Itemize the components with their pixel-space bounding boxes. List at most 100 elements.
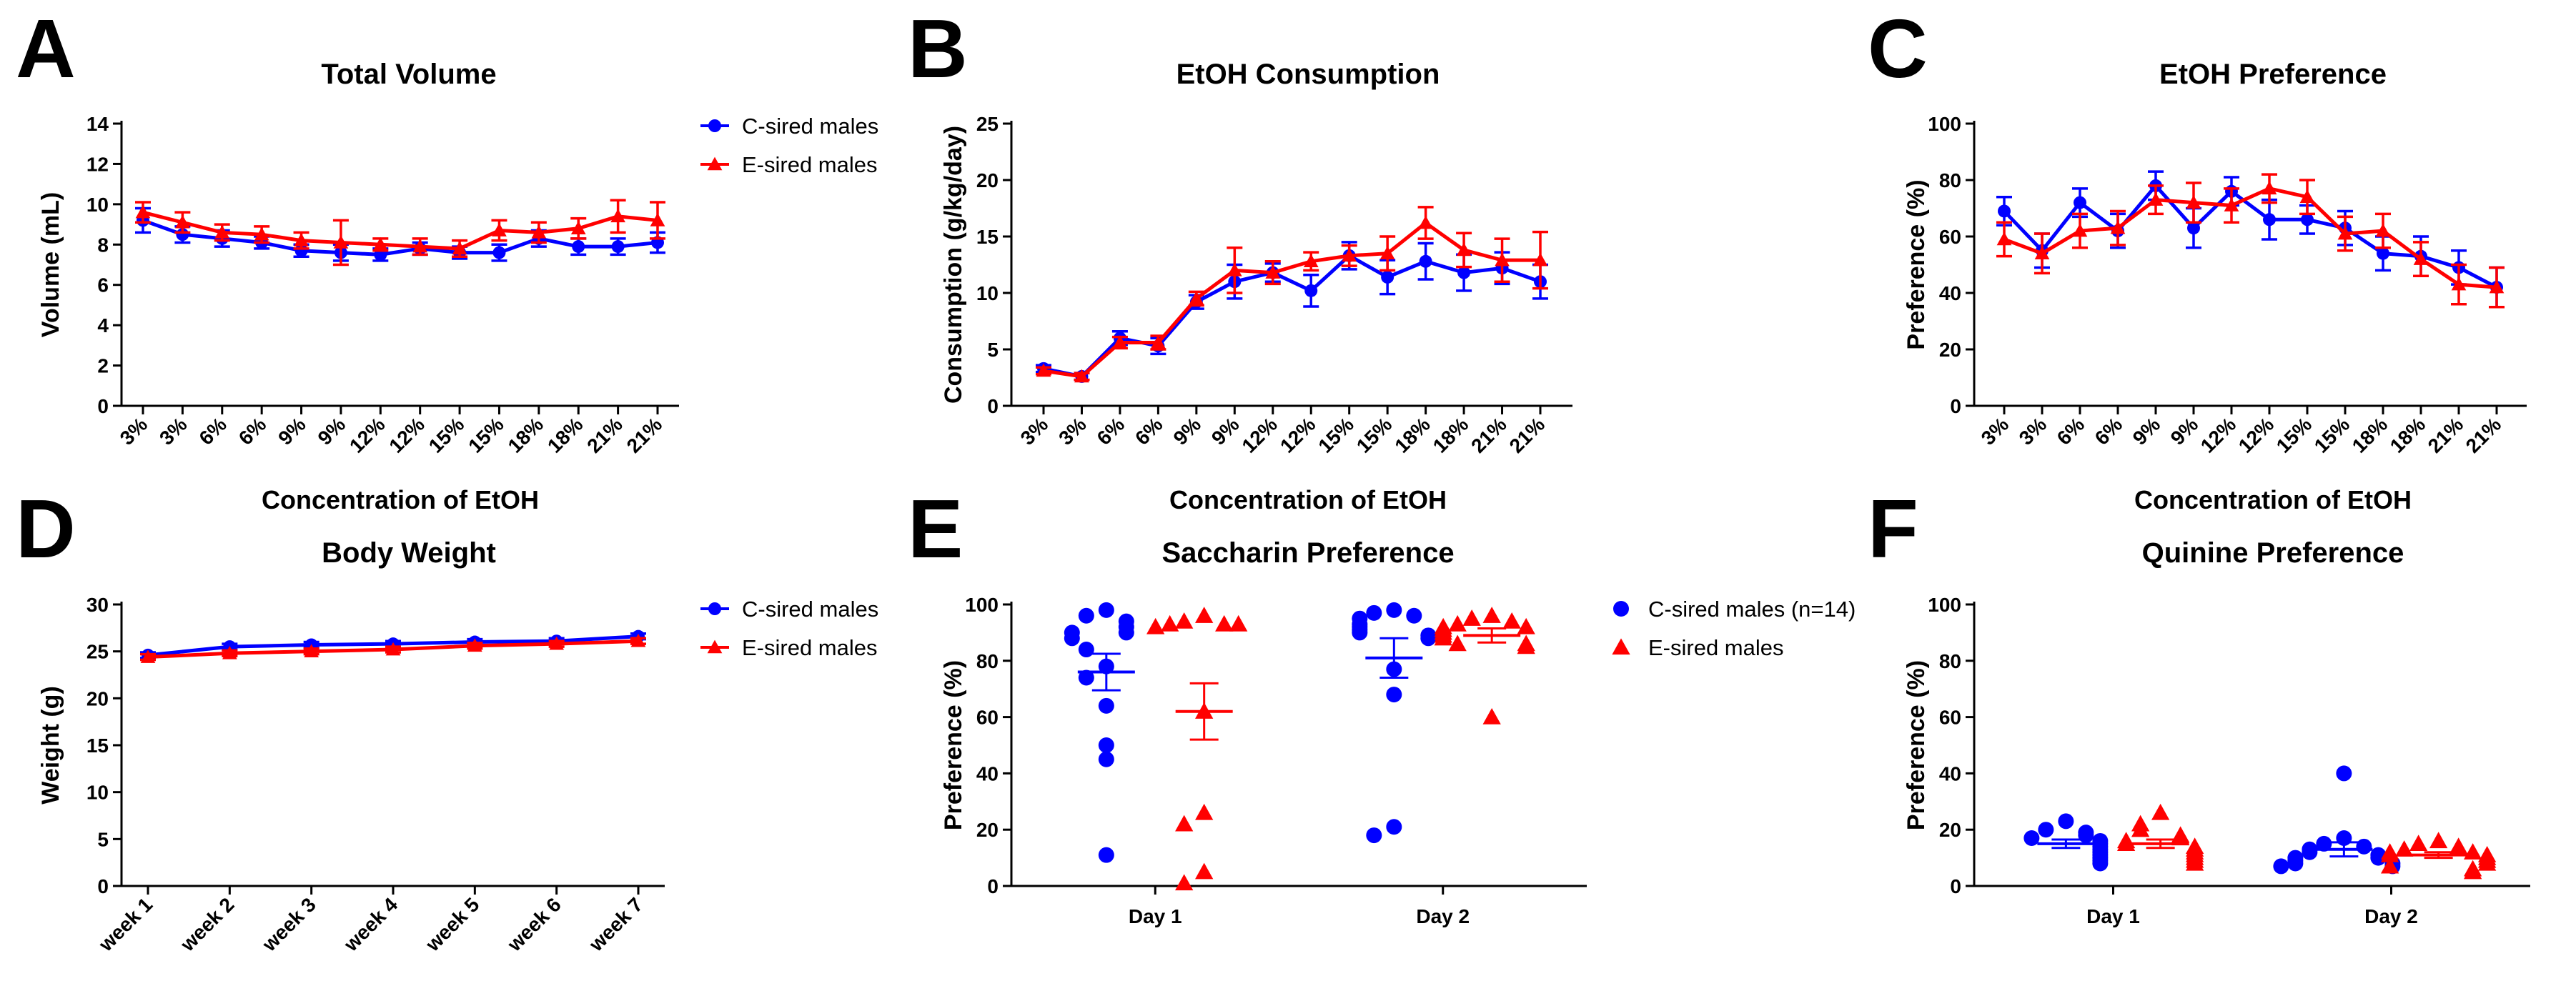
series-line <box>142 219 658 257</box>
data-point <box>2131 820 2150 837</box>
x-tick-label: 9% <box>1207 413 1244 449</box>
data-point <box>2078 827 2094 844</box>
x-tick-label: 15% <box>1314 413 1358 457</box>
legend-label: C-sired males <box>742 597 878 622</box>
data-point <box>2299 189 2315 203</box>
x-tick-label: 18% <box>543 413 588 457</box>
data-point <box>1304 284 1318 297</box>
group-day-1-c-sired <box>1064 602 1135 863</box>
panel-letter: B <box>908 2 968 95</box>
x-tick-label: 15% <box>2272 413 2317 457</box>
data-point <box>1112 335 1128 349</box>
data-point <box>2316 835 2332 852</box>
series-e-sired-males <box>135 199 665 267</box>
y-tick-label: 5 <box>987 339 999 361</box>
y-tick-label: 100 <box>1928 113 1961 135</box>
y-tick-label: 0 <box>1950 875 1961 897</box>
y-tick-label: 30 <box>86 594 109 616</box>
data-point <box>2463 843 2482 860</box>
data-point <box>2449 837 2468 854</box>
data-point <box>2072 223 2088 237</box>
data-point <box>1448 614 1467 632</box>
x-tick-label: 15% <box>425 413 469 457</box>
x-tick-label: 12% <box>2196 413 2241 457</box>
x-tick-label: 9% <box>1169 413 1206 449</box>
y-tick-label: 10 <box>86 194 109 216</box>
legend-label: E-sired males <box>742 152 878 177</box>
y-tick-label: 100 <box>1928 594 1961 616</box>
data-point <box>2336 765 2352 782</box>
series-line <box>1043 253 1541 379</box>
x-tick-label: Day 1 <box>1129 905 1182 927</box>
data-point <box>1151 335 1166 349</box>
x-tick-label: week 7 <box>585 893 648 956</box>
data-point <box>1098 751 1114 767</box>
x-tick-label: Day 2 <box>2364 905 2418 927</box>
data-point <box>492 223 507 236</box>
y-tick-label: 14 <box>86 113 109 135</box>
y-tick-label: 20 <box>1939 819 1961 841</box>
x-tick-label: 9% <box>2129 413 2165 449</box>
x-tick-label: Day 1 <box>2086 905 2140 927</box>
x-axis-label: Concentration of EtOH <box>1169 485 1447 514</box>
data-point <box>2185 854 2204 871</box>
panel-letter: E <box>908 482 963 575</box>
legend-marker <box>1612 638 1630 655</box>
x-tick-label: 21% <box>583 413 627 457</box>
legend-label: E-sired males <box>1648 635 1784 660</box>
x-tick-label: 3% <box>1016 413 1053 449</box>
data-point <box>1098 847 1114 863</box>
data-point <box>1517 637 1535 654</box>
series-e-sired-males <box>1036 206 1548 383</box>
y-tick-label: 40 <box>1939 762 1961 785</box>
data-point <box>572 240 585 254</box>
x-tick-label: 9% <box>2166 413 2203 449</box>
data-point <box>1118 624 1134 641</box>
y-axis-label: Preference (%) <box>1903 660 1930 830</box>
x-tick-label: week 6 <box>502 893 565 956</box>
group-day-2-c-sired <box>2273 765 2401 875</box>
data-point <box>2377 247 2389 260</box>
data-point <box>2116 835 2136 852</box>
y-tick-label: 12 <box>86 153 109 175</box>
data-point <box>1996 231 2012 246</box>
x-tick-label: 3% <box>1054 413 1091 449</box>
data-point <box>1098 697 1114 714</box>
y-tick-label: 15 <box>976 226 999 248</box>
data-point <box>1175 612 1194 629</box>
data-point <box>1215 614 1234 632</box>
x-tick-label: 6% <box>1093 413 1129 449</box>
data-point <box>549 636 565 650</box>
chart-title: Body Weight <box>322 537 496 569</box>
data-point <box>2463 862 2482 880</box>
x-tick-label: 6% <box>234 413 271 449</box>
x-tick-label: week 5 <box>421 893 484 956</box>
y-tick-label: 25 <box>976 113 999 135</box>
x-tick-label: 18% <box>2386 413 2430 457</box>
x-tick-label: 3% <box>2015 413 2051 449</box>
chart-b: B EtOH Consumption 0 5 10 15 20 25 Consumption (… <box>908 2 1572 514</box>
data-point <box>1517 617 1535 634</box>
legend-marker <box>1613 601 1629 617</box>
data-point <box>254 226 269 241</box>
data-point <box>385 642 401 656</box>
panel-letter: C <box>1868 2 1928 95</box>
y-tick-label: 15 <box>86 734 109 757</box>
x-tick-label: week 1 <box>94 893 157 956</box>
data-point <box>1161 614 1179 632</box>
data-point <box>1229 614 1248 632</box>
data-point <box>1146 617 1165 634</box>
y-tick-label: 6 <box>97 274 109 297</box>
data-point <box>2429 832 2448 849</box>
chart-title: EtOH Preference <box>2159 59 2387 90</box>
data-point <box>1078 642 1094 658</box>
x-tick-label: 15% <box>464 413 508 457</box>
data-point <box>1098 737 1114 753</box>
y-tick-label: 5 <box>97 828 109 850</box>
y-tick-label: 0 <box>97 875 109 897</box>
chart-title: Total Volume <box>321 59 496 90</box>
data-point <box>467 638 482 652</box>
series-e-sired-males <box>140 633 646 663</box>
data-point <box>1227 263 1242 277</box>
